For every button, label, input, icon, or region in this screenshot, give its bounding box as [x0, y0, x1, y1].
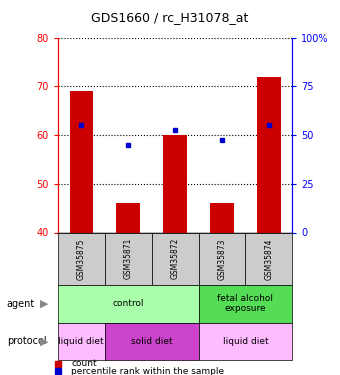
- Bar: [69, 91, 93, 232]
- Text: GSM35875: GSM35875: [77, 238, 86, 279]
- Text: liquid diet: liquid diet: [58, 337, 104, 346]
- Bar: [116, 203, 140, 232]
- Bar: [245, 232, 292, 285]
- Bar: [163, 135, 187, 232]
- Bar: [199, 232, 245, 285]
- Text: GSM35874: GSM35874: [265, 238, 273, 279]
- Text: solid diet: solid diet: [131, 337, 172, 346]
- Text: ▶: ▶: [40, 299, 49, 309]
- Bar: [199, 285, 292, 322]
- Text: liquid diet: liquid diet: [223, 337, 268, 346]
- Bar: [105, 322, 199, 360]
- Text: fetal alcohol
exposure: fetal alcohol exposure: [218, 294, 273, 314]
- Text: agent: agent: [7, 299, 35, 309]
- Bar: [58, 322, 105, 360]
- Bar: [58, 232, 105, 285]
- Text: GDS1660 / rc_H31078_at: GDS1660 / rc_H31078_at: [91, 11, 249, 24]
- Text: percentile rank within the sample: percentile rank within the sample: [71, 367, 224, 375]
- Text: GSM35872: GSM35872: [171, 238, 180, 279]
- Bar: [210, 203, 234, 232]
- Text: GSM35873: GSM35873: [218, 238, 226, 279]
- Bar: [152, 232, 199, 285]
- Bar: [199, 322, 292, 360]
- Text: protocol: protocol: [7, 336, 47, 346]
- Bar: [257, 76, 280, 232]
- Text: ▶: ▶: [40, 336, 49, 346]
- Bar: [105, 232, 152, 285]
- Bar: [58, 285, 199, 322]
- Text: count: count: [71, 359, 97, 368]
- Text: GSM35871: GSM35871: [124, 238, 133, 279]
- Text: control: control: [113, 299, 144, 308]
